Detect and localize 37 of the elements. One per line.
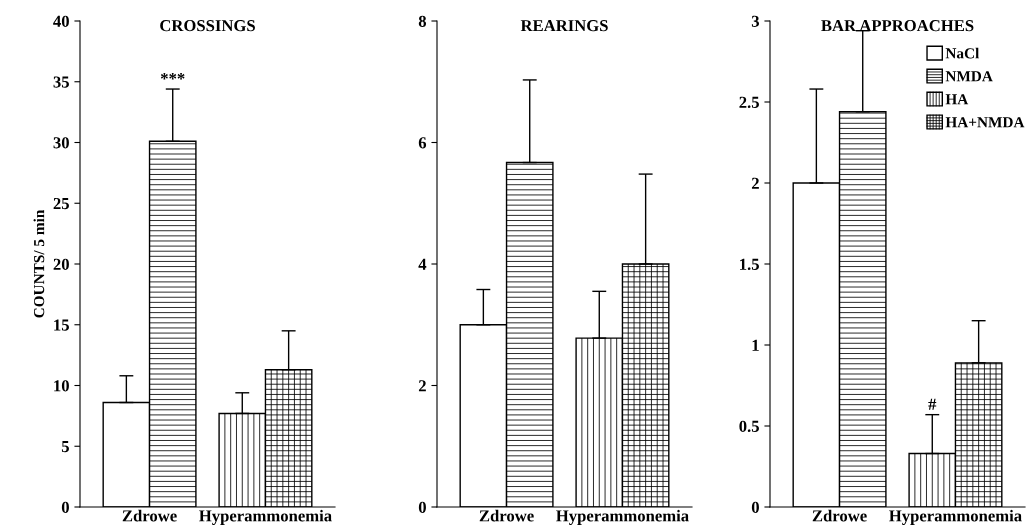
y-tick-label: 40 <box>53 15 69 27</box>
y-tick-label: 2 <box>418 380 426 392</box>
chart-title: BAR APPROACHES <box>821 20 974 32</box>
annotation: *** <box>160 73 185 80</box>
x-tick-label: Zdrowe <box>122 509 177 522</box>
chart-title: REARINGS <box>520 20 608 32</box>
y-tick-label: 15 <box>54 319 69 331</box>
legend-label: HA+NMDA <box>945 117 1025 128</box>
y-tick-label: 0 <box>418 501 426 513</box>
y-tick-label: 6 <box>418 137 427 149</box>
y-tick-label: 20 <box>53 258 69 270</box>
x-tick-label: Zdrowe <box>479 509 534 522</box>
y-tick-label: 4 <box>418 258 427 270</box>
chart-title: CROSSINGS <box>160 20 255 32</box>
legend-label: NMDA <box>945 71 993 82</box>
y-tick-label: 35 <box>53 76 69 88</box>
y-tick-label: 0.5 <box>739 420 759 433</box>
x-tick-label: Hyperammonemia <box>199 509 332 525</box>
legend-label: NaCl <box>945 47 980 59</box>
y-tick-label: 5 <box>61 441 69 453</box>
y-tick-label: 2.5 <box>739 96 759 109</box>
y-tick-label: 0 <box>61 501 69 513</box>
y-tick-label: 8 <box>418 15 427 27</box>
y-tick-label: 1.5 <box>740 258 759 271</box>
x-tick-label: Zdrowe <box>812 509 867 522</box>
y-tick-label: 0 <box>751 501 759 513</box>
y-tick-label: 10 <box>54 380 69 392</box>
x-tick-label: Hyperammonemia <box>556 509 689 525</box>
y-tick-label: 2 <box>751 177 759 189</box>
data-label: # <box>928 398 937 410</box>
legend-label: HA <box>945 94 969 105</box>
y-axis-title: COUNTS/ 5 min <box>33 209 45 318</box>
y-tick-label: 1 <box>752 339 759 351</box>
y-tick-label: 30 <box>53 137 69 149</box>
y-tick-label: 3 <box>751 15 760 27</box>
y-tick-label: 25 <box>53 198 69 210</box>
x-tick-label: Hyperammonemia <box>889 509 1022 525</box>
